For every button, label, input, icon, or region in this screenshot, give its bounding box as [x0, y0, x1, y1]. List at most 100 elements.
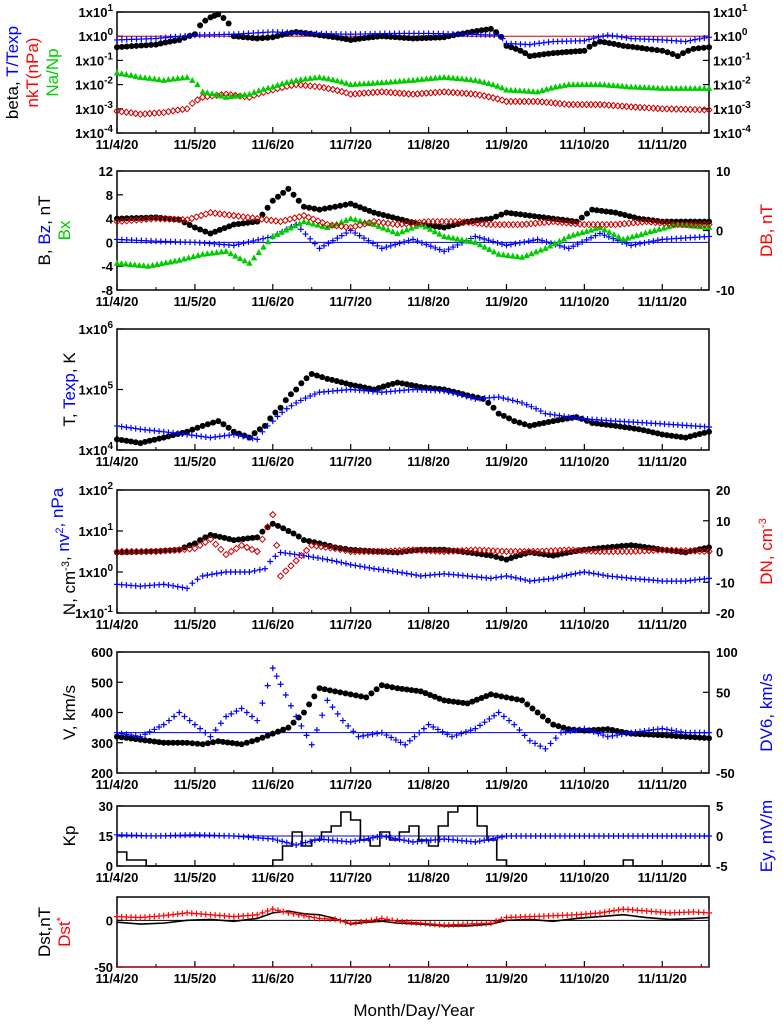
point-nv2-96	[568, 571, 575, 578]
x-axis-title: Month/Day/Year	[353, 1001, 475, 1020]
point-DV6-45	[339, 717, 346, 724]
point-B-68	[445, 223, 452, 230]
point-T-99	[598, 421, 605, 428]
point-DN-1	[118, 547, 126, 556]
point-DV6-47	[350, 728, 357, 735]
point-Bx-68	[426, 225, 434, 232]
point-V-116	[682, 733, 689, 740]
point-Texp-21	[212, 434, 219, 441]
point-Na/Np-62	[400, 77, 408, 84]
point-Texp-35	[279, 409, 286, 416]
x-tick-label-p1-3: 11/7/20	[329, 294, 372, 309]
point-Bx-87	[514, 253, 521, 260]
point-DV6-2	[123, 731, 130, 738]
point-B-107	[631, 214, 638, 221]
point-T/Texp-107	[623, 34, 630, 41]
point-V-56	[394, 685, 401, 692]
point-V-33	[274, 728, 281, 735]
point-beta-87	[522, 50, 529, 57]
point-Bz-70	[441, 248, 448, 255]
point-Bz-90	[530, 237, 537, 244]
plot-frame	[116, 651, 710, 774]
point-T-10	[160, 434, 167, 441]
point-Na/Np-101	[574, 81, 581, 88]
point-Dst*-50	[358, 918, 365, 925]
point-T/Texp-120	[682, 38, 689, 45]
x-tick-label-p0-7: 11/11/20	[638, 137, 687, 152]
point-Texp-73	[450, 389, 457, 396]
point-beta-88	[526, 53, 533, 60]
point-Dst*-46	[337, 917, 344, 924]
point-V-19	[204, 740, 211, 747]
point-V-29	[254, 736, 261, 743]
point-beta-67	[427, 34, 434, 41]
point-nkT(nPa)-128	[695, 105, 704, 114]
point-DV6-10	[160, 721, 167, 728]
point-Na/Np-70	[436, 74, 443, 81]
point-DN-25	[237, 541, 246, 550]
point-Bx-109	[615, 233, 622, 240]
point-T-110	[649, 429, 656, 436]
point-V-83	[524, 701, 531, 708]
point-T-104	[621, 424, 628, 431]
point-B-41	[316, 206, 323, 213]
series-Dst*	[114, 906, 712, 928]
point-Bx-72	[445, 233, 452, 240]
point-DV6-61	[416, 729, 423, 736]
tick-label-right-p1-2: -10	[716, 283, 735, 298]
point-Na/Np-35	[278, 80, 286, 87]
point-T-117	[682, 434, 689, 441]
point-nv2-59	[394, 569, 401, 575]
point-beta-71	[445, 33, 452, 40]
point-DB-25	[230, 211, 238, 220]
point-beta-106	[610, 40, 617, 47]
point-beta-66	[423, 34, 430, 41]
point-V-110	[654, 731, 661, 738]
point-B-18	[202, 228, 209, 235]
point-T-49	[357, 383, 364, 390]
point-Na/Np-59	[387, 78, 394, 85]
point-Bx-91	[532, 248, 540, 255]
point-Na/Np-96	[552, 83, 559, 90]
point-V-14	[179, 739, 186, 746]
point-DV6-51	[369, 731, 376, 738]
point-beta-116	[659, 47, 666, 54]
point-Bx-38	[287, 224, 294, 231]
tick-label-left-p0-4: 1x10-3	[75, 100, 113, 117]
point-DV6-31	[269, 665, 276, 672]
point-Texp-2	[123, 424, 130, 431]
point-Bx-18	[194, 251, 202, 258]
point-Bz-42	[316, 245, 323, 252]
x-tick-label-p4-2: 11/6/20	[251, 777, 294, 792]
point-Dst*-104	[615, 906, 622, 913]
point-Bz-112	[628, 242, 635, 249]
point-Bz-93	[543, 238, 550, 245]
point-N-103	[609, 543, 616, 550]
point-DB-40	[300, 211, 308, 220]
point-Na/Np-1	[118, 70, 125, 77]
point-beta-5	[138, 42, 145, 49]
point-beta-98	[572, 48, 579, 55]
point-Na/Np-87	[512, 86, 519, 93]
point-B-105	[621, 212, 628, 219]
point-Bz-103	[588, 234, 595, 241]
point-beta-124	[700, 44, 707, 51]
point-T-90	[554, 417, 561, 424]
x-tick-label-p1-6: 11/10/20	[559, 294, 609, 309]
point-Na/Np-47	[334, 77, 341, 84]
x-tick-label-p5-0: 11/4/20	[96, 870, 139, 885]
x-tick-label-p6-4: 11/8/20	[407, 971, 450, 986]
point-DN-34	[282, 567, 290, 575]
point-Na/Np-14	[179, 74, 186, 81]
point-DV6-102	[614, 732, 621, 739]
point-Bx-1	[118, 260, 125, 267]
point-Ey-35	[283, 839, 290, 846]
point-Bz-28	[250, 237, 257, 244]
point-nv2-45	[328, 557, 335, 564]
point-Bx-125	[687, 222, 695, 229]
point-Texp-93	[542, 410, 549, 417]
point-nkT(nPa)-83	[493, 95, 502, 103]
point-DB-20	[206, 208, 215, 217]
point-Na/Np-86	[507, 86, 515, 93]
